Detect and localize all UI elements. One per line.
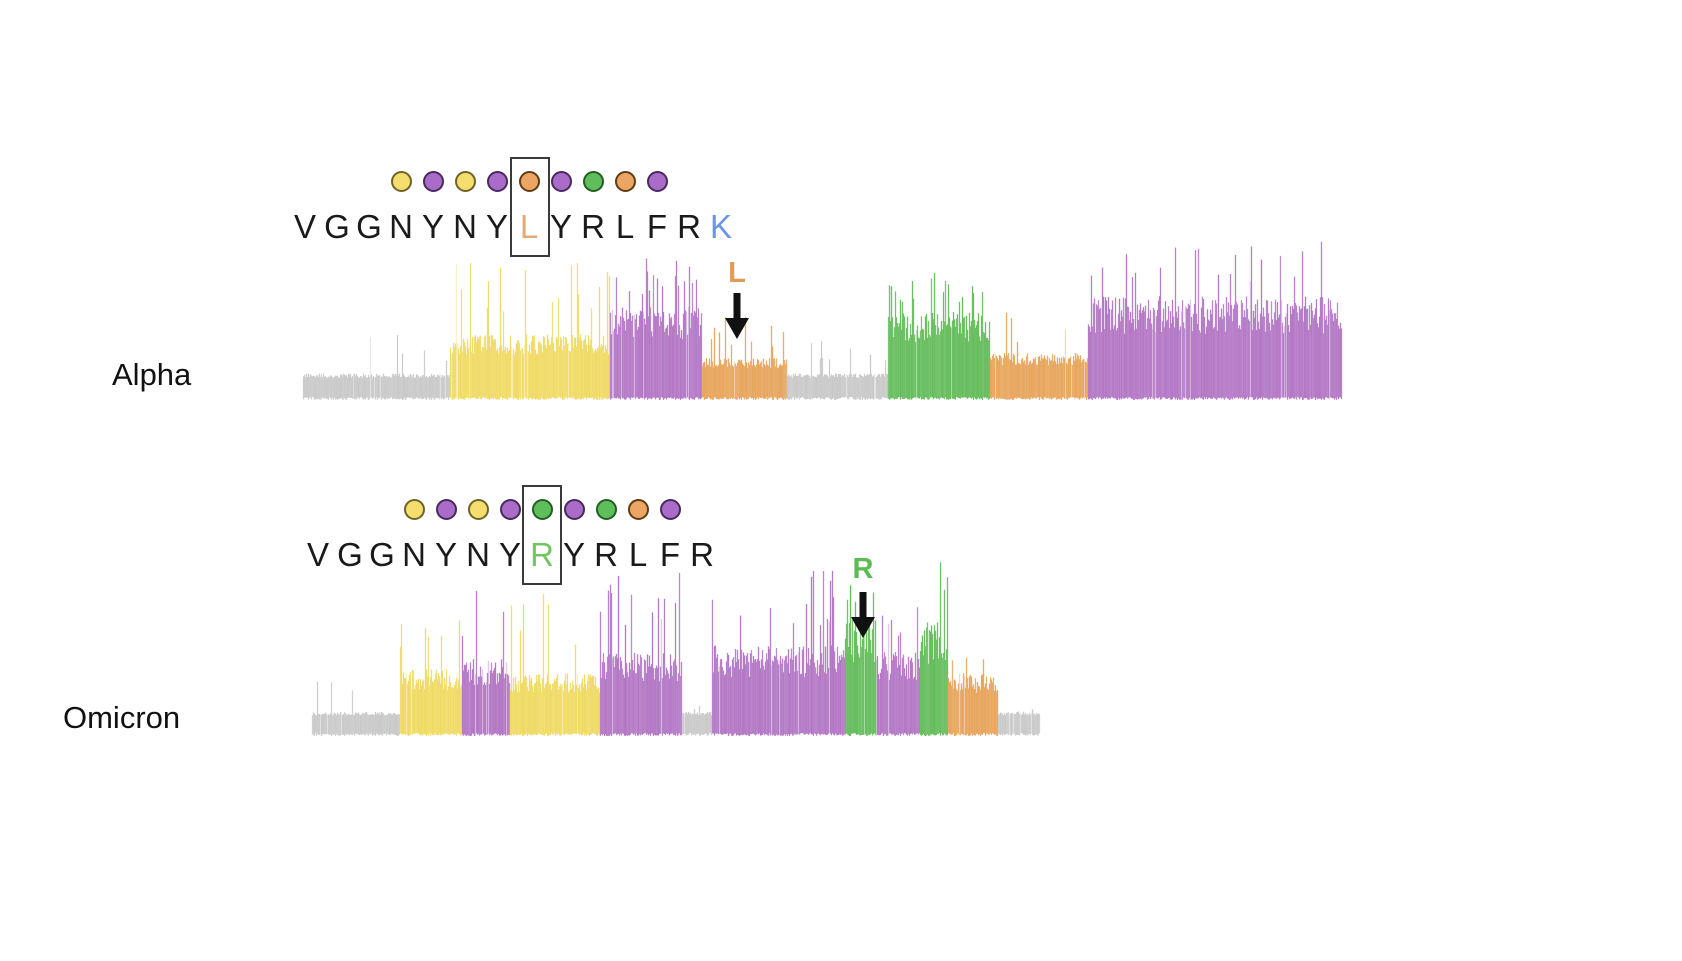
residue-circle-yellow (403, 499, 425, 520)
mutation-annotation-letter-alpha: L (728, 257, 746, 289)
residue-circle-yellow (467, 499, 489, 520)
mutation-box-omicron (522, 485, 562, 585)
sequence-letter: G (356, 208, 382, 245)
sequence-letter: N (402, 536, 426, 573)
residue-circle-green (582, 171, 604, 192)
sequence-letter: N (466, 536, 490, 573)
sequence-letter: F (659, 536, 681, 573)
sequence-letter: L (615, 208, 635, 245)
residue-circle-purple (422, 171, 444, 192)
residue-circle-green (531, 499, 553, 520)
residue-circle-purple (646, 171, 668, 192)
residue-circle-purple (659, 499, 681, 520)
down-arrow-icon (724, 293, 750, 339)
sequence-letter: Y (434, 536, 457, 573)
residue-circle-yellow (454, 171, 476, 192)
sequence-letter: Y (498, 536, 521, 573)
mutation-annotation-letter-omicron: R (852, 553, 874, 585)
panel-label-omicron: Omicron (63, 700, 181, 735)
down-arrow-icon (850, 592, 876, 638)
residue-circle-purple (486, 171, 508, 192)
residue-circle-purple (563, 499, 585, 520)
residue-circle-yellow (390, 171, 412, 192)
sequence-letter: Y (549, 208, 572, 245)
sequence-letter: R (530, 536, 554, 573)
sequence-letter: R (581, 208, 605, 245)
sequence-letter: K (709, 208, 732, 245)
residue-circle-green (595, 499, 617, 520)
residue-circle-purple (499, 499, 521, 520)
residue-circle-purple (435, 499, 457, 520)
sequence-letter: F (646, 208, 668, 245)
sequence-letter: G (337, 536, 363, 573)
sequence-letter: L (519, 208, 539, 245)
residue-circle-orange (627, 499, 649, 520)
sequence-letter: R (690, 536, 714, 573)
residue-circle-orange (614, 171, 636, 192)
sequence-letter: N (389, 208, 413, 245)
sequence-letter: L (628, 536, 648, 573)
sequence-letter: R (594, 536, 618, 573)
sequence-letter: V (293, 208, 316, 245)
residue-circle-purple (550, 171, 572, 192)
residue-circle-orange (518, 171, 540, 192)
sequence-letter: Y (485, 208, 508, 245)
panel-label-alpha: Alpha (112, 357, 192, 392)
mutation-box-alpha (510, 157, 550, 257)
sequence-letter: V (306, 536, 329, 573)
sequence-letter: R (677, 208, 701, 245)
sequence-letter: N (453, 208, 477, 245)
sequence-letter: G (324, 208, 350, 245)
sequence-letter: G (369, 536, 395, 573)
sequence-letter: Y (421, 208, 444, 245)
sequence-letter: Y (562, 536, 585, 573)
